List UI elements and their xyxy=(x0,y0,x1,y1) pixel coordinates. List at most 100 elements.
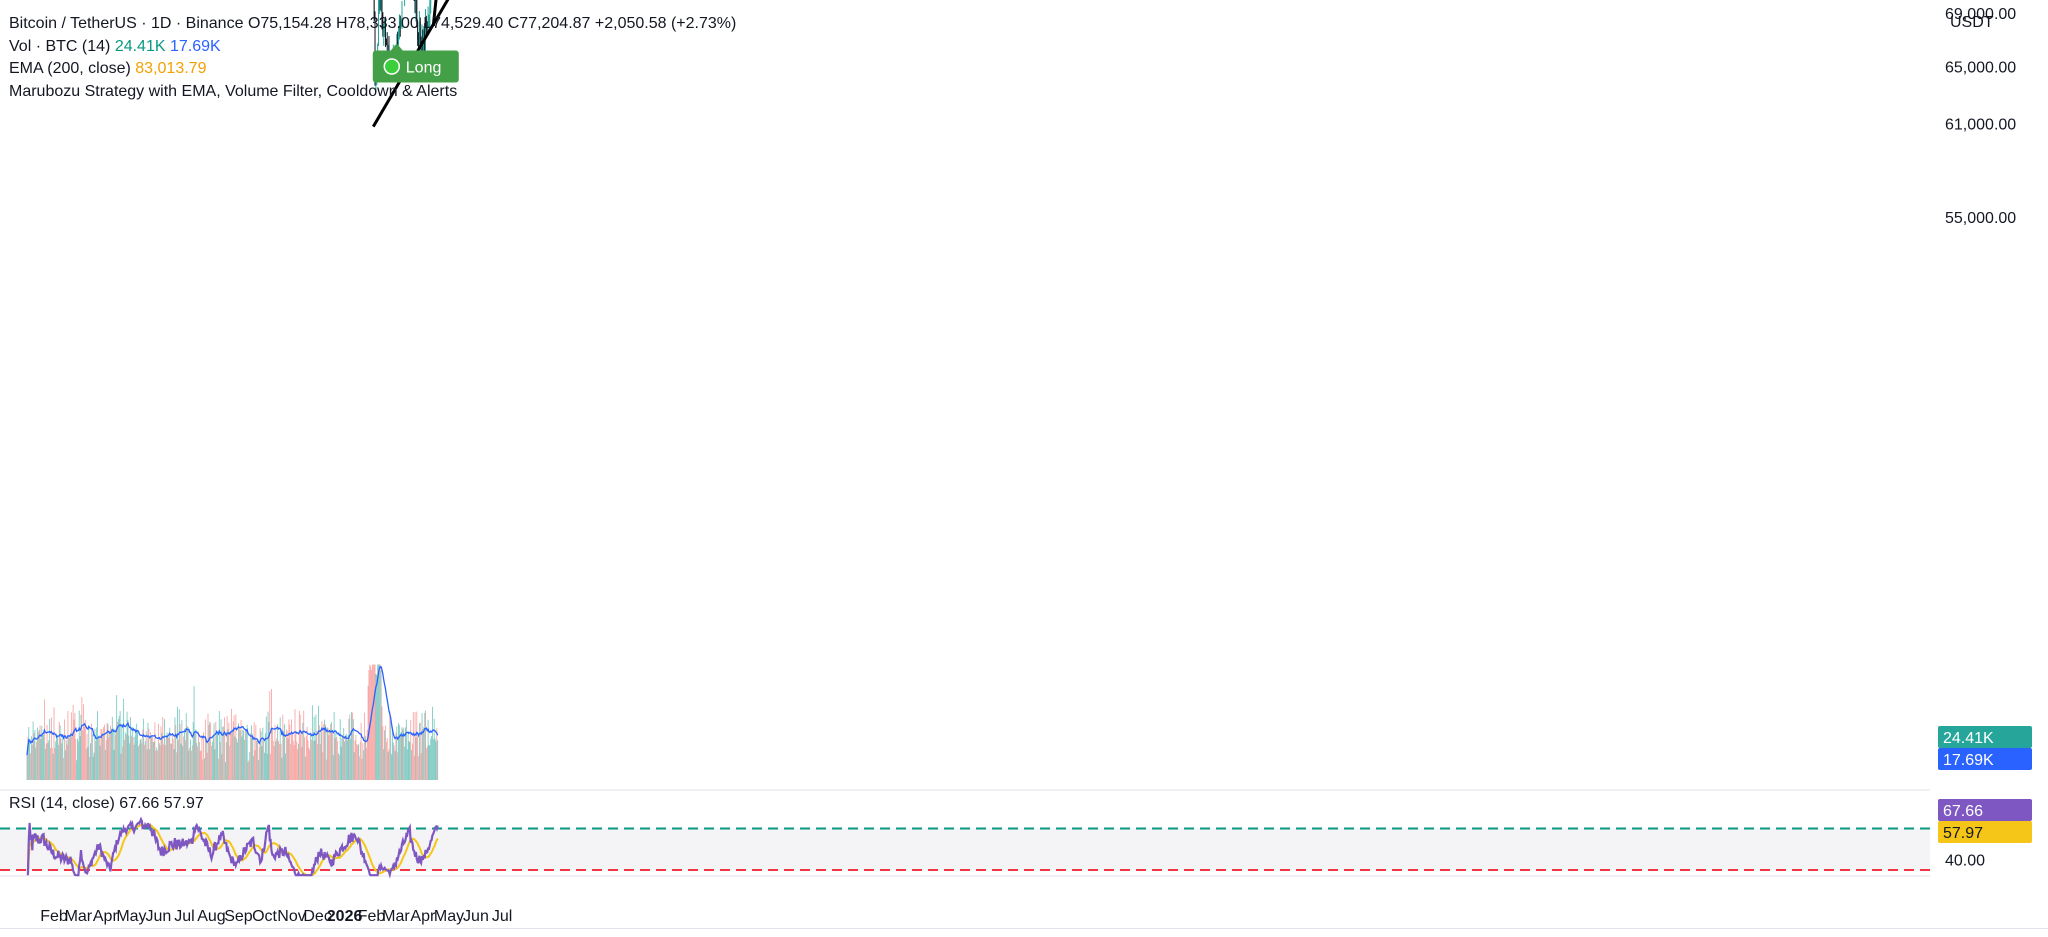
rsi-tick-label: 40.00 xyxy=(1945,853,1985,870)
rsi-value-tag xyxy=(1938,799,2032,821)
candle-body xyxy=(379,0,381,10)
symbol-title[interactable]: Bitcoin / TetherUS · 1D · Binance xyxy=(9,15,244,32)
signal-box xyxy=(372,50,459,83)
rsi-ma-tag xyxy=(1938,821,2032,843)
rsi-ma-line xyxy=(26,823,439,877)
time-tick-label: Feb xyxy=(358,908,386,925)
ema-value: 83,013.79 xyxy=(135,60,207,77)
candle-body xyxy=(401,1,403,21)
volume-ma-value: 17.69K xyxy=(169,37,221,55)
candle-body xyxy=(387,47,389,50)
time-tick-label: Apr xyxy=(93,908,119,925)
time-axis-border xyxy=(0,928,2048,929)
legend-volume-row: Vol · BTC (14) 24.41K 17.69K xyxy=(9,36,736,59)
volume-bars-group xyxy=(26,664,439,780)
rsi-indicator-label[interactable]: RSI (14, close) xyxy=(9,795,115,812)
candle-body xyxy=(381,0,383,22)
price-axis: 130,000.00122,000.00114,000.00106,000.00… xyxy=(1938,6,2032,870)
green-dot-icon xyxy=(383,58,401,75)
volume-ma-line xyxy=(26,666,439,756)
candle-body xyxy=(430,0,432,5)
rsi-value-tag-text: 67.66 xyxy=(1943,803,1983,820)
signal-text: Long xyxy=(406,60,442,77)
candle-body xyxy=(385,24,386,37)
time-tick-label: Jul xyxy=(174,908,194,925)
time-tick-label: Apr xyxy=(410,908,436,925)
candle-body xyxy=(398,36,399,46)
rsi-ma-value: 57.97 xyxy=(163,795,204,812)
long-signal-label[interactable]: Long xyxy=(372,43,459,83)
chart-legend: Bitcoin / TetherUS · 1D · Binance O75,15… xyxy=(9,13,736,103)
rsi-legend: RSI (14, close) 67.66 57.97 xyxy=(9,795,204,813)
price-tick-label: 69,000.00 xyxy=(1945,6,2016,23)
volume-indicator-label[interactable]: Vol · BTC (14) xyxy=(9,37,111,55)
candle-body xyxy=(414,0,416,12)
volume-ma-tag-text: 17.69K xyxy=(1943,752,1994,769)
rsi-ma-tag-text: 57.97 xyxy=(1943,825,1983,842)
candle-body xyxy=(400,21,402,27)
candle-body xyxy=(420,47,422,53)
ascending-trendline xyxy=(371,0,450,128)
time-tick-label: Oct xyxy=(252,908,277,925)
candle-body xyxy=(375,84,377,87)
legend-symbol-row: Bitcoin / TetherUS · 1D · Binance O75,15… xyxy=(9,13,736,36)
signal-pointer xyxy=(390,43,403,51)
price-tick-label: 61,000.00 xyxy=(1945,117,2016,134)
candle-body xyxy=(429,3,431,17)
candle-body xyxy=(397,42,399,46)
time-tick-label: Aug xyxy=(197,908,225,925)
currency-label[interactable]: USDT xyxy=(1950,14,1994,31)
volume-value-tag-text: 24.41K xyxy=(1943,730,1994,747)
candle-body xyxy=(378,0,380,6)
price-tick-label: 55,000.00 xyxy=(1945,210,2016,227)
candle-body xyxy=(382,20,384,34)
candle-body xyxy=(417,22,419,40)
price-tick-label: 65,000.00 xyxy=(1945,60,2016,77)
volume-value: 24.41K xyxy=(114,37,166,55)
candle-body xyxy=(386,42,388,48)
volume-ma-tag xyxy=(1938,748,2032,770)
candle-body xyxy=(380,0,382,11)
time-tick-label: Sep xyxy=(224,908,253,925)
candle-body xyxy=(418,37,419,41)
candle-body xyxy=(416,0,418,25)
time-tick-label: Jul xyxy=(492,908,512,925)
time-tick-label: 2026 xyxy=(327,908,363,925)
time-tick-label: Mar xyxy=(65,908,93,925)
ohlc-values: O75,154.28 H78,333.00 L74,529.40 C77,204… xyxy=(247,15,737,32)
time-tick-label: Dec xyxy=(303,908,331,925)
time-tick-label: Jun xyxy=(146,908,172,925)
candle-body xyxy=(384,26,385,30)
time-tick-label: May xyxy=(116,908,146,925)
candle-body xyxy=(383,29,385,36)
legend-strategy-row: Marubozu Strategy with EMA, Volume Filte… xyxy=(9,81,736,104)
volume-value-tag xyxy=(1938,726,2032,748)
rsi-value: 67.66 xyxy=(119,795,160,812)
candle-body xyxy=(425,19,427,30)
time-tick-label: Nov xyxy=(277,908,305,925)
candle-body xyxy=(385,38,387,43)
ema-indicator-label[interactable]: EMA (200, close) xyxy=(9,60,131,77)
candle-body xyxy=(415,0,417,14)
rsi-line xyxy=(26,816,439,879)
candle-body xyxy=(398,20,400,37)
candle-body xyxy=(427,15,429,31)
candle-body xyxy=(419,21,420,38)
time-tick-label: May xyxy=(434,908,464,925)
candle-body xyxy=(428,15,430,17)
candle-body xyxy=(399,23,401,27)
time-tick-label: Mar xyxy=(382,908,410,925)
legend-ema-row: EMA (200, close) 83,013.79 xyxy=(9,58,736,81)
rsi-band-background xyxy=(0,828,1930,870)
candle-body xyxy=(426,27,428,29)
time-tick-label: Jun xyxy=(463,908,489,925)
candle-body xyxy=(378,4,379,46)
strategy-label[interactable]: Marubozu Strategy with EMA, Volume Filte… xyxy=(9,82,458,100)
candle-body xyxy=(373,0,375,19)
time-tick-label: Feb xyxy=(40,908,68,925)
candle-body xyxy=(425,18,426,48)
candle-body xyxy=(419,21,421,45)
